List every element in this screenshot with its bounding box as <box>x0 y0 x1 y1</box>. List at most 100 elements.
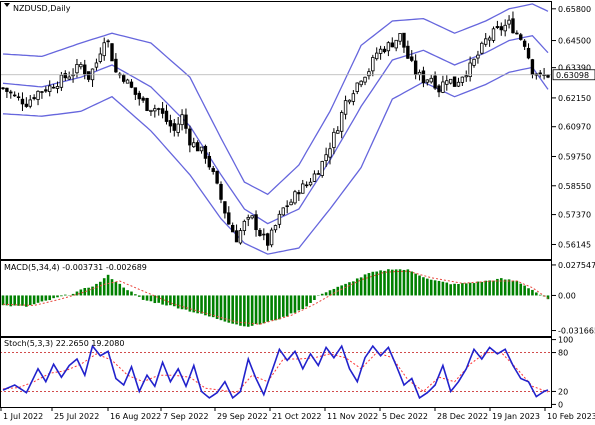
candle-body-up <box>246 216 250 220</box>
candle <box>94 58 99 71</box>
candle-body-up <box>75 64 79 74</box>
candle <box>324 147 328 167</box>
macd-histogram-bar <box>515 280 519 296</box>
candle <box>51 83 56 89</box>
macd-histogram-bar <box>398 269 402 296</box>
candle-body-down <box>452 76 457 87</box>
macd-histogram-bar <box>270 295 273 321</box>
candle-body-up <box>363 76 367 83</box>
candle <box>320 160 324 178</box>
candle <box>238 228 243 245</box>
candle-body-up <box>487 37 492 41</box>
candle-body-down <box>129 81 134 88</box>
candle-body-up <box>269 229 274 246</box>
candle-body-down <box>145 97 149 111</box>
macd-histogram-bar <box>320 293 324 296</box>
macd-histogram-bar <box>324 292 328 296</box>
candle <box>480 41 484 55</box>
candle <box>207 151 212 170</box>
macd-histogram-bar <box>379 270 382 296</box>
macd-histogram-bar <box>352 281 355 296</box>
macd-histogram-bar <box>406 269 410 296</box>
candle <box>542 67 546 80</box>
candle-body-up <box>316 173 321 175</box>
candle-body-up <box>277 213 282 225</box>
candle-body-up <box>149 109 153 112</box>
candle <box>359 80 363 88</box>
candle-body-up <box>79 64 83 68</box>
candle-body-up <box>48 85 52 92</box>
price-tick-label: 0.60970 <box>558 123 591 132</box>
candle-body-up <box>347 99 352 103</box>
macd-histogram-bar <box>422 277 425 296</box>
candle <box>184 108 188 134</box>
candle-body-up <box>339 112 344 132</box>
candle-body-up <box>273 225 278 231</box>
macd-histogram-bar <box>507 279 511 296</box>
macd-histogram-bar <box>99 281 102 296</box>
candle <box>355 82 359 95</box>
candle-body-up <box>398 33 402 42</box>
candle-body-down <box>433 75 437 89</box>
candle-body-up <box>301 183 305 194</box>
main-panel <box>0 3 552 255</box>
candle <box>157 107 161 116</box>
candle <box>48 80 52 97</box>
date-tick-label: 5 Dec 2022 <box>382 412 428 421</box>
macd-histogram-bar <box>184 295 188 310</box>
macd-histogram-bar <box>523 285 526 296</box>
candle <box>141 96 145 103</box>
candle <box>351 90 356 106</box>
macd-histogram-bar <box>157 295 161 303</box>
macd-histogram-bar <box>134 294 137 296</box>
candle-body-down <box>24 103 29 107</box>
macd-histogram-bar <box>83 288 87 296</box>
candle-body-up <box>262 233 266 236</box>
panel-frames <box>0 1 552 408</box>
candle <box>55 81 60 94</box>
candle <box>36 90 40 106</box>
stoch-tick-label: 80 <box>558 349 568 358</box>
candle-body-down <box>258 229 262 236</box>
macd-histogram-bar <box>355 278 359 296</box>
candle <box>429 74 433 84</box>
stoch-panel <box>0 344 552 400</box>
macd-histogram-bar <box>297 295 301 311</box>
candle <box>269 227 274 248</box>
candle-body-down <box>515 32 519 35</box>
macd-histogram-bar <box>44 295 48 301</box>
macd-histogram-bar <box>531 289 534 296</box>
candle-body-down <box>266 233 270 246</box>
candle <box>336 126 340 134</box>
candle-body-up <box>476 54 480 59</box>
candle <box>149 109 153 116</box>
candle <box>499 22 503 36</box>
candle <box>339 110 344 139</box>
candle-body-up <box>242 220 247 232</box>
candle <box>192 137 196 148</box>
candle <box>266 232 270 251</box>
macd-histogram-bar <box>87 287 90 296</box>
candle-body-up <box>480 42 484 54</box>
candle <box>328 142 332 165</box>
candle-body-down <box>530 59 535 75</box>
candle <box>526 43 531 60</box>
macd-histogram-bar <box>480 281 484 296</box>
candle-body-down <box>172 123 176 131</box>
candle <box>289 198 293 206</box>
candle <box>110 43 114 62</box>
macd-histogram-bar <box>278 295 281 320</box>
macd-histogram-bar <box>262 295 266 324</box>
bollinger-upper-line <box>2 3 549 196</box>
candle-body-up <box>238 230 243 244</box>
stoch-tick-label: 20 <box>558 387 568 396</box>
macd-histogram-bar <box>63 294 67 296</box>
candle-body-up <box>281 207 285 216</box>
candle <box>211 165 215 175</box>
candle <box>67 71 71 81</box>
candle-body-down <box>188 128 192 146</box>
macd-histogram-bar <box>433 280 437 296</box>
candle <box>102 37 106 61</box>
candle <box>20 92 25 112</box>
